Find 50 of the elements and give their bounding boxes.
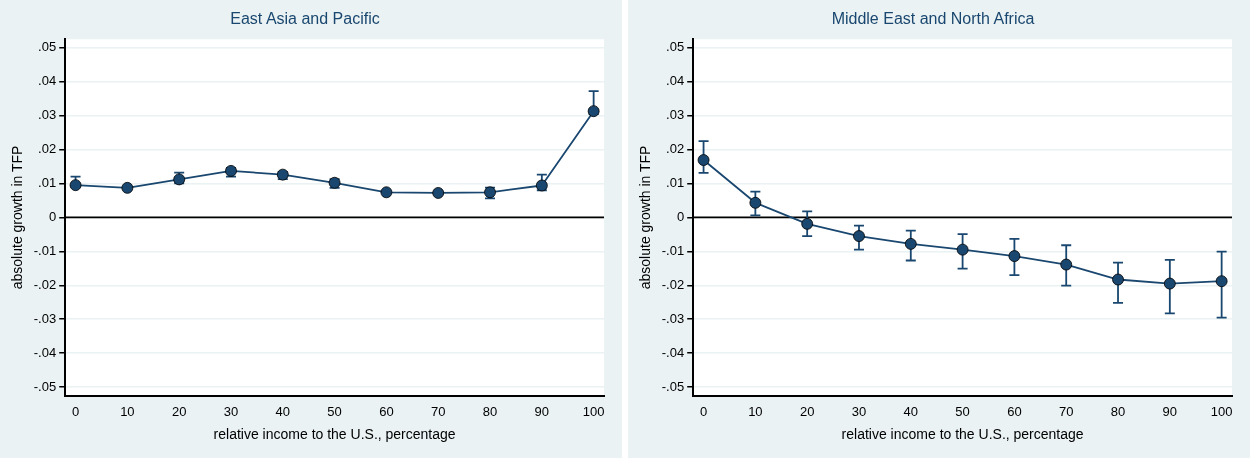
y-tick-label: -.05 <box>33 378 57 394</box>
x-tick-label: 40 <box>275 403 291 419</box>
y-tick-label: 0 <box>48 208 57 224</box>
y-axis-title: absolute growth in TFP <box>637 145 654 290</box>
x-tick-label: 30 <box>223 403 239 419</box>
y-tick-label: 0 <box>676 208 685 224</box>
x-tick-label: 60 <box>1007 403 1022 419</box>
x-tick-label: 50 <box>955 403 970 419</box>
x-tick-label: 90 <box>1162 403 1178 419</box>
x-tick-label: 100 <box>1210 403 1233 419</box>
x-tick-label: 20 <box>799 403 815 419</box>
y-tick-label: .03 <box>666 107 685 123</box>
y-tick-label: .05 <box>38 39 57 55</box>
y-tick-label: .01 <box>38 175 57 191</box>
x-tick-label: 10 <box>120 403 135 419</box>
x-tick-label: 70 <box>430 403 446 419</box>
x-tick-label: 80 <box>1110 403 1126 419</box>
x-tick-label: 10 <box>748 403 763 419</box>
x-tick-label: 20 <box>171 403 187 419</box>
y-tick-label: .01 <box>666 175 685 191</box>
y-tick-label: .02 <box>666 141 685 157</box>
y-tick-label: -.01 <box>33 242 57 258</box>
y-tick-label: -.05 <box>661 378 685 394</box>
y-tick-label: -.03 <box>661 310 685 326</box>
x-tick-label: 40 <box>903 403 919 419</box>
x-axis-title: relative income to the U.S., percentage <box>213 426 456 443</box>
chart-title: Middle East and North Africa <box>831 10 1035 28</box>
x-tick-label: 70 <box>1058 403 1074 419</box>
x-tick-label: 90 <box>534 403 550 419</box>
x-tick-label: 50 <box>327 403 342 419</box>
y-tick-label: .04 <box>38 73 57 89</box>
x-tick-label: 100 <box>582 403 605 419</box>
y-tick-label: -.04 <box>661 344 685 360</box>
x-tick-label: 30 <box>851 403 867 419</box>
y-tick-label: -.02 <box>661 276 685 292</box>
y-tick-label: .04 <box>666 73 685 89</box>
y-tick-label: -.03 <box>33 310 57 326</box>
x-axis-title: relative income to the U.S., percentage <box>841 426 1084 443</box>
y-tick-label: -.01 <box>661 242 685 258</box>
y-tick-label: .05 <box>666 39 685 55</box>
chart-title: East Asia and Pacific <box>230 10 380 28</box>
y-axis-title: absolute growth in TFP <box>9 145 26 290</box>
x-tick-label: 60 <box>379 403 394 419</box>
x-tick-label: 0 <box>699 403 708 419</box>
y-tick-label: -.02 <box>33 276 57 292</box>
y-tick-label: .02 <box>38 141 57 157</box>
y-tick-label: .03 <box>38 107 57 123</box>
x-tick-label: 80 <box>482 403 498 419</box>
x-tick-label: 0 <box>71 403 80 419</box>
y-tick-label: -.04 <box>33 344 57 360</box>
